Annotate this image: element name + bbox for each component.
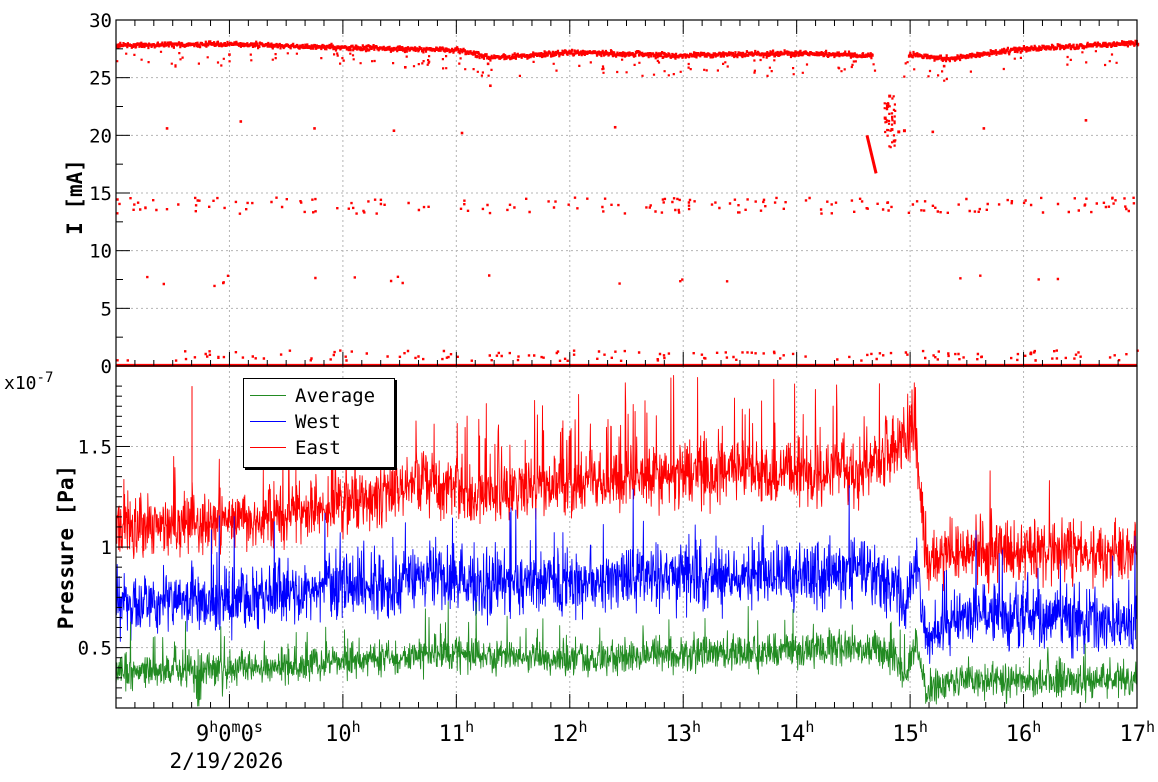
current-ytick-label-5: 25 [89, 68, 112, 90]
pressure-xtick-label-0: 9h0m0s [196, 718, 263, 747]
current-point-10 [228, 53, 231, 56]
pressure-ytick-label-2: 1.5 [78, 436, 112, 458]
pressure-multiplier: x10-7 [4, 370, 53, 394]
axes [115, 19, 1138, 709]
current-point-7 [931, 130, 935, 134]
current-point-12 [486, 62, 490, 66]
current-band-14 [116, 196, 1136, 215]
current-band-1 [116, 349, 1139, 362]
pressure-xtick-label-8: 17h [1119, 718, 1155, 747]
axis-labels: 0 5 10 15 20 25 30 0.5 1 1.5 x10-7 9h0m0s 10h 11h 12h 1… [4, 10, 1155, 773]
current-point-1 [239, 120, 243, 123]
current-point-13 [942, 64, 946, 68]
current-ytick-label-6: 30 [89, 10, 112, 32]
current-ytick-label-4: 20 [89, 125, 112, 147]
current-point-3 [392, 129, 396, 133]
current-ylabel: I [mA] [63, 159, 87, 235]
legend-label-average: Average [295, 385, 376, 407]
current-dropout-point-6 [902, 129, 906, 133]
current-point-5 [489, 84, 492, 88]
pressure-ylabel: Pressure [Pa] [54, 465, 78, 629]
pressure-xtick-label-1: 10h [325, 718, 361, 747]
current-point-8 [982, 127, 986, 130]
legend-entry-average: Average [244, 384, 394, 408]
current-dropout-segment [865, 134, 878, 174]
legend: Average West East [243, 378, 395, 468]
current-dropout-point-2 [888, 94, 892, 98]
current-baseline-points [116, 39, 1140, 63]
legend-entry-east: East [244, 436, 394, 460]
pressure-xtick-label-2: 11h [439, 718, 475, 747]
current-dropout-point-3 [890, 128, 894, 132]
current-dropout-point-1 [885, 105, 889, 108]
current-ytick-label-3: 15 [89, 183, 112, 205]
pressure-xtick-label-5: 14h [779, 718, 815, 747]
date-label: 2/19/2026 [170, 749, 284, 773]
pressure-plot-area [115, 375, 1138, 707]
legend-swatch-average [250, 395, 286, 396]
current-ytick-label-0: 0 [101, 356, 112, 378]
legend-swatch-east [250, 447, 286, 448]
pressure-ytick-label-0: 0.5 [78, 638, 112, 660]
pressure-xtick-label-4: 13h [665, 718, 701, 747]
current-point-6 [613, 125, 617, 129]
current-point-2 [313, 127, 316, 130]
pressure-line-east [115, 375, 1138, 594]
legend-label-east: East [295, 437, 341, 459]
current-ytick-label-1: 5 [101, 298, 112, 320]
pressure-line-average [115, 601, 1138, 707]
current-ytick-label-2: 10 [89, 241, 112, 263]
pressure-ytick-label-1: 1 [101, 537, 112, 559]
pressure-xtick-label-6: 15h [892, 718, 928, 747]
legend-swatch-west [250, 421, 286, 422]
current-band-7.5 [146, 274, 1060, 288]
pressure-xtick-label-3: 12h [552, 718, 588, 747]
current-dropout-cluster [883, 95, 897, 149]
current-plot-area [116, 39, 1140, 367]
current-dropout-point-5 [897, 130, 901, 134]
current-point-0 [165, 127, 169, 130]
legend-entry-west: West [244, 410, 394, 434]
current-point-9 [1084, 119, 1088, 122]
current-point-11 [403, 65, 407, 69]
pressure-xtick-label-7: 16h [1006, 718, 1042, 747]
pressure-line-west [115, 485, 1138, 664]
current-point-4 [460, 131, 464, 135]
legend-label-west: West [295, 411, 341, 433]
